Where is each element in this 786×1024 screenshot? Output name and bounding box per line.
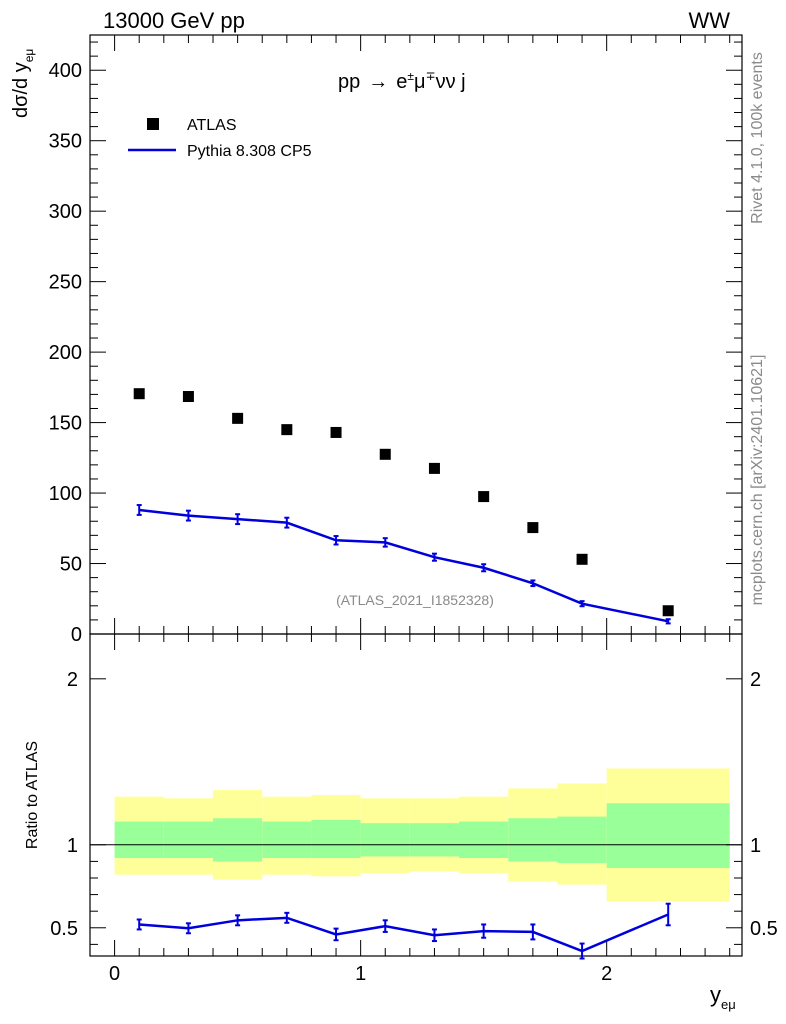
ratio-xtick-label: 2 — [601, 963, 612, 985]
main-ytick-label: 50 — [60, 554, 82, 576]
title-lhs: pp — [338, 71, 360, 93]
ratio-ytick-label-right: 0.5 — [750, 918, 778, 940]
analysis-tag: (ATLAS_2021_I1852328) — [336, 592, 494, 608]
main-panel: 0 50 100 150 200 250 300 350 400 pp → e±μ∓νν j ATL… — [10, 34, 743, 646]
main-ytick-label: 250 — [49, 272, 82, 294]
main-ytick-label: 350 — [49, 131, 82, 153]
band-inner — [360, 823, 410, 857]
data-point — [428, 462, 440, 474]
ratio-xlabel-sub: eμ — [721, 997, 736, 1012]
data-point — [527, 522, 539, 534]
band-inner — [163, 821, 214, 859]
main-ylabel-text: dσ/d y — [10, 62, 32, 118]
data-point — [662, 605, 674, 617]
legend-data-label: ATLAS — [187, 117, 237, 134]
ratio-axis-ticks: 0.5 0.5 1 1 2 2 0 1 2 — [50, 634, 778, 985]
data-point — [232, 412, 244, 424]
ratio-ytick-label-left: 0.5 — [50, 918, 78, 940]
band-inner — [213, 818, 263, 862]
title-e: e — [396, 71, 407, 93]
main-ylabel-sub: eμ — [22, 49, 36, 63]
band-inner — [459, 821, 509, 859]
band-inner — [409, 823, 460, 857]
main-axis-ticks: 0 50 100 150 200 250 300 350 400 — [49, 35, 742, 646]
main-ytick-label: 150 — [49, 413, 82, 435]
ratio-ylabel: Ratio to ATLAS — [24, 741, 41, 849]
main-ylabel: dσ/d yeμ — [10, 49, 36, 118]
data-point — [133, 388, 145, 400]
main-ytick-label: 400 — [49, 60, 82, 82]
data-point — [576, 553, 588, 565]
data-point — [281, 424, 293, 436]
legend-mc-label: Pythia 8.308 CP5 — [187, 143, 312, 160]
uncertainty-bands — [114, 768, 730, 902]
process-tag: WW — [688, 8, 730, 33]
ratio-mc-series — [136, 902, 671, 960]
rivet-label: Rivet 4.1.0, 100k events — [749, 52, 766, 224]
title-arrow: → — [368, 71, 388, 93]
data-point — [330, 426, 342, 438]
band-inner — [606, 803, 730, 869]
ratio-xlabel: yeμ — [710, 982, 736, 1012]
data-point — [478, 491, 490, 503]
band-inner — [508, 818, 558, 862]
legend-data-marker — [147, 118, 159, 130]
ratio-ytick-label-left: 1 — [67, 835, 78, 857]
ratio-xlabel-text: y — [710, 982, 721, 1007]
title-mp: ∓ — [426, 69, 436, 83]
title-mu: μ — [414, 71, 426, 93]
title-rest: νν j — [436, 71, 466, 93]
data-series — [133, 388, 674, 617]
data-point — [182, 391, 194, 403]
title-pm: ± — [407, 69, 414, 83]
main-ytick-label: 300 — [49, 201, 82, 223]
plot-title: pp → e±μ∓νν j — [338, 69, 466, 93]
band-inner — [557, 816, 607, 864]
ratio-ytick-label-right: 2 — [750, 669, 761, 691]
source-label: mcplots.cern.ch [arXiv:2401.10621] — [749, 355, 766, 606]
main-ytick-label: 0 — [71, 624, 82, 646]
data-point — [379, 448, 391, 460]
ratio-mc-line — [139, 913, 669, 953]
ratio-panel: 0.5 0.5 1 1 2 2 0 1 2 Ratio to ATLAS yeμ — [24, 633, 778, 1012]
energy-label: 13000 GeV pp — [103, 8, 245, 33]
ratio-xtick-label: 1 — [355, 963, 366, 985]
band-inner — [114, 821, 164, 859]
ratio-ytick-label-right: 1 — [750, 835, 761, 857]
main-ytick-label: 200 — [49, 342, 82, 364]
main-ytick-label: 100 — [49, 483, 82, 505]
band-inner — [262, 821, 312, 859]
ratio-xtick-label: 0 — [109, 963, 120, 985]
ratio-frame — [89, 633, 743, 957]
mc-series — [136, 504, 671, 625]
band-inner — [311, 819, 361, 859]
ratio-ytick-label-left: 2 — [67, 669, 78, 691]
